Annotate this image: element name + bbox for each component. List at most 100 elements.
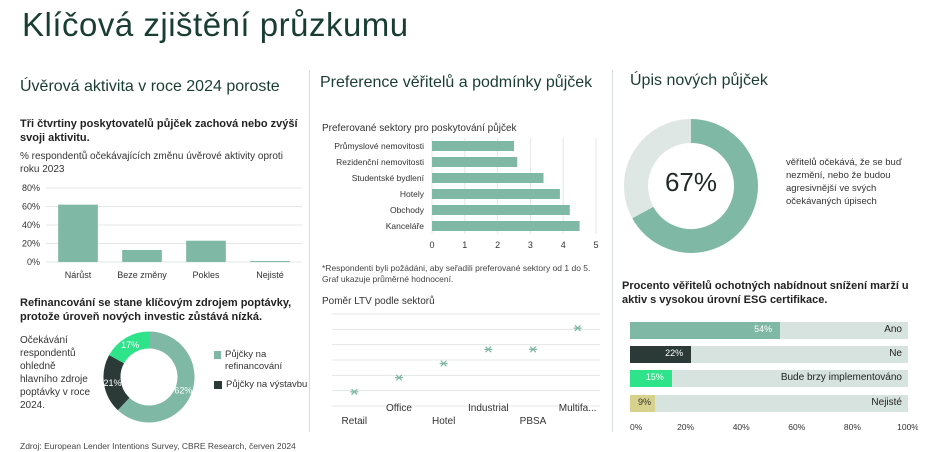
y-tick-label: Hotely [400,189,425,199]
donut-label: 21% [103,378,121,388]
underwriting-donut-value: 67% [664,167,718,197]
donut-slice [117,331,195,423]
ltv-caption: Poměr LTV podle sektorů [322,296,435,307]
bar [186,240,226,262]
lending-heading: Úvěrová aktivita v roce 2024 poroste [20,78,280,95]
donut-label: 62% [174,386,192,396]
x-tick-label: Industrial [468,403,509,414]
x-tick-label: Retail [342,416,368,427]
esg-bar-label: Ano [884,324,902,335]
marker-stroke [574,324,581,332]
legend-swatch [214,351,222,359]
marker-stroke [529,346,537,353]
donut-slice [103,355,130,411]
marker-stroke [485,346,492,353]
legend-label: Půjčky na výstavbu [226,379,308,390]
marker-stroke [351,388,358,396]
esg-bar [630,370,672,387]
esg-bar-label: Bude brzy implementováno [780,372,902,383]
x-tick-label: 60% [788,422,805,432]
x-tick-label: Pokles [192,270,220,280]
legend-swatch [214,381,222,389]
esg-bar-row: 9% Nejisté [630,395,908,412]
donut-slice [632,119,758,253]
esg-bar-label: Nejisté [871,397,902,408]
lending-subheading: Tři čtvrtiny poskytovatelů půjček zachov… [20,118,298,144]
y-tick-label: 80% [22,183,40,193]
preferred-sectors-chart: 0 1 2 3 4 5 Průmyslové nemovitosti Rezidenční n… [334,138,599,250]
y-tick-label: 40% [22,220,40,230]
lending-activity-chart: 0% 20% 40% 60% 80% Nárůst Beze změny Pokles Neji… [22,183,302,280]
demand-legend: Půjčky na refinancování Půjčky na výstavb… [214,349,314,397]
underwriting-heading: Úpis nových půjček [630,72,768,89]
y-tick-label: Průmyslové nemovitosti [334,141,424,151]
legend-entry: Půjčky na refinancování [214,349,314,373]
legend-entry: Půjčky na výstavbu [214,379,314,391]
x-tick-label: 4 [561,240,566,250]
legend-label: Půjčky na refinancování [225,349,283,372]
x-tick-label: Hotel [432,416,455,427]
bar [250,261,290,263]
bar [432,189,560,199]
x-tick-label: PBSA [520,416,547,427]
y-tick-label: Kanceláře [386,221,425,231]
source-note: Zdroj: European Lender Intentions Survey… [20,441,296,451]
ltv-chart: Retail Office Hotel Industrial PBSA Multifa..… [332,313,600,427]
x-tick-label: Multifa... [559,403,597,414]
marker-stroke [395,374,403,381]
esg-bar-label: Ne [889,348,902,359]
y-tick-label: 60% [22,202,40,212]
x-tick-label: 0 [429,240,434,250]
y-tick-label: Rezidenční nemovitosti [336,157,424,167]
esg-bar [630,346,692,363]
esg-bar-value: 15% [645,372,664,382]
x-tick-label: 40% [733,422,750,432]
x-tick-label: Nejisté [256,270,284,280]
bar [432,157,518,167]
marker-stroke [440,360,447,367]
esg-heading: Procento věřitelů ochotných nabídnout sn… [622,280,909,306]
sectors-caption: Preferované sektory pro poskytování půjč… [322,123,517,134]
esg-bar-row: 22% Ne [630,346,908,363]
scatter-point [350,388,359,396]
demand-donut-chart: 62% 21% 17% [103,331,195,423]
x-tick-label: 5 [593,240,598,250]
demand-donut-caption: Očekávání respondentů ohledně hlavního z… [20,335,91,411]
esg-axis: 0% 20% 40% 60% 80% 100% [630,422,918,432]
esg-bar-value: 9% [638,397,652,407]
underwriting-text: věřitelů očekává, že se buď nezmění, neb… [786,157,902,207]
y-tick-label: 20% [22,239,40,249]
donut-slice [624,119,692,219]
bar [432,173,544,183]
sectors-footnote: *Respondenti byli požádáni, aby seřadili… [322,263,591,284]
x-tick-label: Nárůst [65,270,92,280]
x-tick-label: 2 [495,240,500,250]
bar [58,204,98,262]
donut-label: 17% [121,340,139,350]
bar [432,205,570,215]
esg-bar-value: 54% [754,324,773,334]
page-title: Klíčová zjištění průzkumu [22,6,409,43]
scatter-point [573,324,582,332]
x-tick-label: 1 [462,240,467,250]
x-tick-label: 0% [630,422,643,432]
donut-slice [109,331,150,364]
refinancing-heading: Refinancování se stane klíčovým zdrojem … [20,297,292,323]
scatter-point [439,360,448,367]
scatter-point [529,346,537,353]
x-tick-label: Office [386,403,412,414]
esg-bar-row: 54% Ano [630,322,908,339]
x-tick-label: 20% [677,422,694,432]
esg-bar-row: 15% Bude brzy implementováno [630,370,908,387]
underwriting-donut-chart [624,119,758,253]
x-tick-label: Beze změny [117,270,167,280]
y-tick-label: Studentské bydlení [352,173,425,183]
bar [432,221,580,231]
y-tick-label: Obchody [390,205,425,215]
y-tick-label: 0% [27,257,40,267]
esg-bar-value: 22% [665,348,684,358]
preferences-heading: Preference věřitelů a podmínky půjček [320,74,593,91]
scatter-point [484,346,493,353]
esg-bar [630,395,656,412]
x-tick-label: 100% [897,422,918,432]
